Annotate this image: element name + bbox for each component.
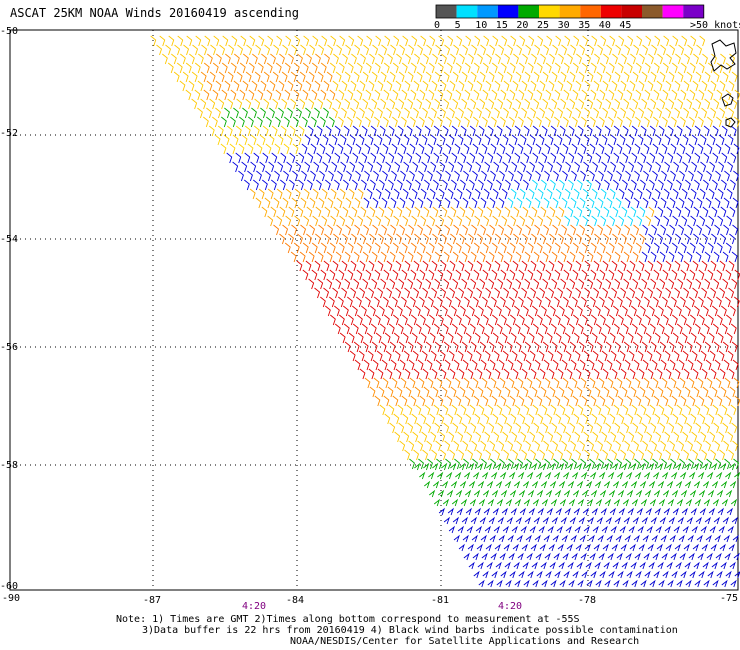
scale-label: 45 [619, 20, 632, 31]
lon-label: -78 [578, 595, 597, 606]
lat-label: -50 [0, 26, 19, 37]
lat-label: -54 [0, 234, 19, 245]
wind-barbs [150, 35, 740, 588]
scale-swatch [456, 5, 478, 18]
lat-label: -56 [0, 342, 19, 353]
note-line: NOAA/NESDIS/Center for Satellite Applica… [290, 636, 640, 647]
coastline [710, 39, 737, 128]
scale-units: >50 knots [690, 20, 740, 31]
scale-swatch [662, 5, 684, 18]
scale-label: 0 [434, 20, 441, 31]
scale-swatch [600, 5, 622, 18]
graticule [10, 30, 738, 590]
scale-swatch [642, 5, 663, 18]
scale-label: 30 [557, 20, 570, 31]
lon-label: -90 [2, 593, 21, 604]
scale-label: 10 [475, 20, 488, 31]
scale-swatch [518, 5, 539, 18]
scale-label: 5 [454, 20, 461, 31]
scale-swatch [683, 5, 704, 18]
lon-label: -81 [431, 595, 450, 606]
scale-swatch [559, 5, 581, 18]
note-line: Note: 1) Times are GMT 2)Times along bot… [116, 614, 580, 625]
scale-swatch [580, 5, 601, 18]
scale-swatch [621, 5, 642, 18]
scale-label: 15 [495, 20, 508, 31]
scale-label: 25 [537, 20, 550, 31]
lat-label: -60 [0, 581, 19, 592]
scale-swatch [497, 5, 519, 18]
time-label: 4:20 [242, 601, 267, 612]
lon-label: -84 [286, 595, 305, 606]
color-scale [435, 4, 705, 19]
footnote: Note: 1) Times are GMT 2)Times along bot… [0, 614, 740, 647]
scale-label: 20 [516, 20, 529, 31]
scale-swatch [539, 5, 560, 18]
note-line: 3)Data buffer is 22 hrs from 20160419 4)… [142, 625, 678, 636]
lon-label: -75 [720, 593, 739, 604]
scale-swatch [477, 5, 498, 18]
lat-label: -52 [0, 128, 19, 139]
lon-label: -87 [143, 595, 162, 606]
map-frame [9, 29, 739, 591]
island-outline [710, 39, 737, 72]
time-label: 4:20 [498, 601, 523, 612]
scale-label: 40 [598, 20, 611, 31]
lat-label: -58 [0, 460, 19, 471]
chart-title: ASCAT 25KM NOAA Winds 20160419 ascending [10, 6, 299, 20]
scale-label: 35 [578, 20, 591, 31]
scale-swatch [436, 5, 457, 18]
island-outline [721, 93, 736, 128]
scale-border [435, 4, 705, 19]
